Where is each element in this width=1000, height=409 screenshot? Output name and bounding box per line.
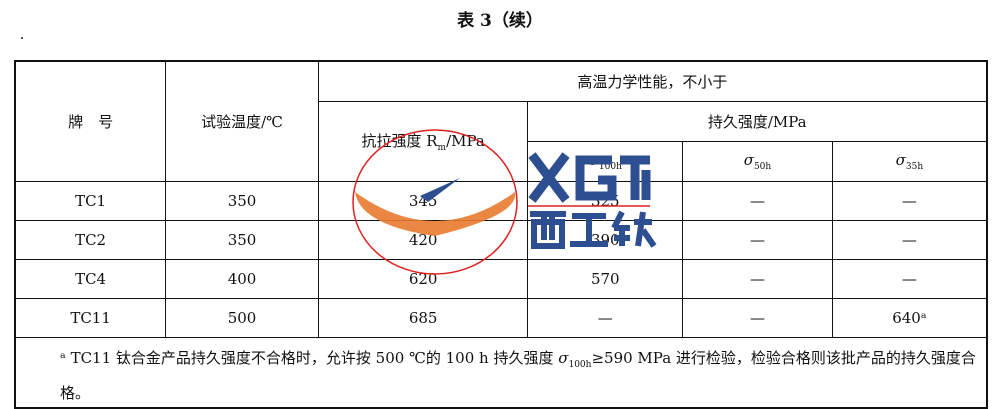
header-rupture: 持久强度/MPa [527,101,988,142]
cell-s100: 570 [527,259,684,299]
cell-rm: 420 [317,220,529,260]
table-row: TC11 500 685— —640ᵃ [14,298,988,338]
header-temp: 试验温度/℃ [165,60,319,182]
properties-table: 牌 号 试验温度/℃ 高温力学性能，不小于 抗拉强度 Rm/MPa 持久强度/M… [14,60,988,409]
table-row: TC2 350 420 390— — [14,220,988,260]
cell-s50: — [682,181,833,221]
cell-s50: — [682,298,833,338]
cell-s100: — [527,298,684,338]
cell-grade: TC1 [14,181,167,221]
cell-temp: 350 [165,220,319,260]
cell-temp: 500 [165,298,319,338]
cell-grade: TC11 [14,298,167,338]
cell-temp: 350 [165,181,319,221]
header-s35: σ35h [831,141,988,182]
speck [21,37,23,39]
cell-rm: 345 [317,181,529,221]
table-row: TC4 400 620 570— — [14,259,988,299]
cell-s35: — [831,220,988,260]
table-title: 表 3（续） [457,11,543,31]
header-s50: σ50h [682,141,833,182]
cell-grade: TC2 [14,220,167,260]
cell-s35: — [831,259,988,299]
table-row: TC1 350 345 325— — [14,181,988,221]
cell-grade: TC4 [14,259,167,299]
cell-s35: 640ᵃ [831,298,988,338]
cell-s100: 325 [527,181,684,221]
header-tensile: 抗拉强度 Rm/MPa [317,101,529,182]
cell-s50: — [682,220,833,260]
header-s100: σ100h [527,141,684,182]
header-group: 高温力学性能，不小于 [317,60,988,102]
cell-s35: — [831,181,988,221]
header-grade: 牌 号 [14,60,167,182]
cell-rm: 620 [317,259,529,299]
cell-temp: 400 [165,259,319,299]
footnote: ᵃ TC11 钛合金产品持久强度不合格时，允许按 500 ℃的 100 h 持久… [14,337,988,409]
cell-s100: 390 [527,220,684,260]
cell-s50: — [682,259,833,299]
cell-rm: 685 [317,298,529,338]
